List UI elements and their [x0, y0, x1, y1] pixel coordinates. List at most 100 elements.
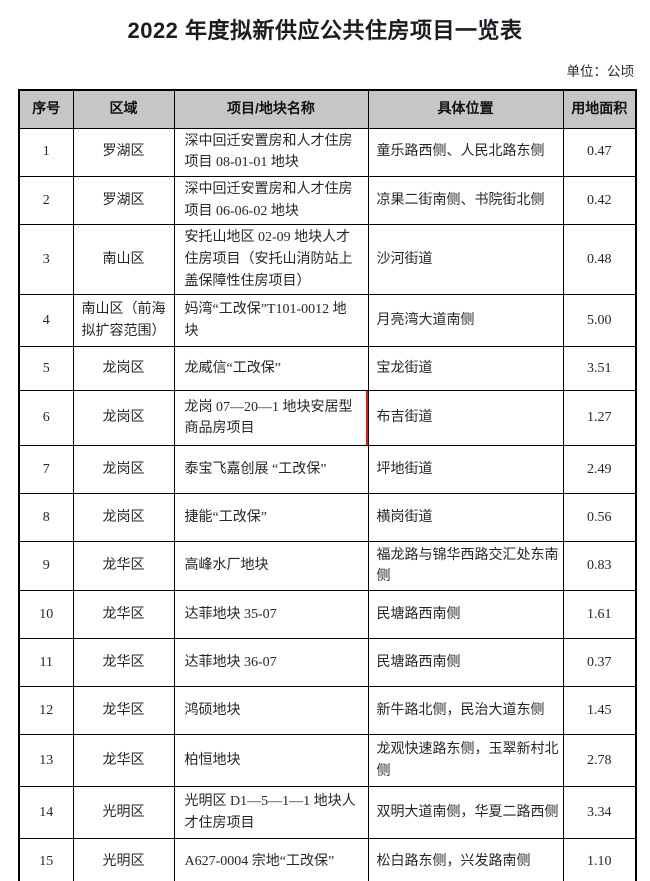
cell-district: 光明区 — [72, 838, 175, 881]
cell-district: 龙岗区 — [72, 390, 175, 447]
cell-project: 捷能“工改保” — [173, 493, 369, 543]
table-row: 4 南山区（前海拟扩容范围） 妈湾“工改保”T101-0012 地块 月亮湾大道… — [18, 294, 637, 348]
unit-label: 单位：公顷 — [566, 64, 635, 79]
cell-district: 罗湖区 — [72, 127, 175, 177]
header-no: 序号 — [18, 89, 74, 129]
header-location: 具体位置 — [367, 89, 564, 129]
cell-district: 龙华区 — [72, 638, 175, 688]
table-row-highlighted: 6 龙岗区 龙岗 07—20—1 地块安居型商品房项目 布吉街道 1.27 — [18, 390, 637, 447]
cell-area: 0.47 — [562, 127, 637, 177]
projects-table: 序号 区域 项目/地块名称 具体位置 用地面积 1 罗湖区 深中回迁安置房和人才… — [18, 89, 637, 881]
cell-location: 宝龙街道 — [367, 346, 564, 392]
cell-area: 1.10 — [562, 838, 637, 881]
header-row: 序号 区域 项目/地块名称 具体位置 用地面积 — [18, 89, 637, 129]
cell-no: 14 — [18, 786, 74, 840]
highlighted-project-text: 龙岗 07—20—1 地块安居型商品房项目 — [184, 399, 353, 437]
cell-location: 童乐路西侧、人民北路东侧 — [367, 127, 564, 177]
cell-area: 1.45 — [562, 686, 637, 736]
cell-project: 柏恒地块 — [173, 734, 369, 788]
cell-project: 深中回迁安置房和人才住房项目 06-06-02 地块 — [173, 175, 369, 226]
cell-project: 达菲地块 35-07 — [173, 590, 369, 640]
cell-district: 龙华区 — [72, 686, 175, 736]
cell-project: A627-0004 宗地“工改保” — [173, 838, 369, 881]
cell-location: 松白路东侧，兴发路南侧 — [367, 838, 564, 881]
cell-no: 11 — [18, 638, 74, 688]
table-row: 10 龙华区 达菲地块 35-07 民塘路西南侧 1.61 — [18, 590, 637, 640]
cell-district: 罗湖区 — [72, 175, 175, 226]
cell-no: 9 — [18, 541, 74, 592]
cell-area: 5.00 — [562, 294, 637, 348]
table-row: 11 龙华区 达菲地块 36-07 民塘路西南侧 0.37 — [18, 638, 637, 688]
cell-location: 新牛路北侧，民治大道东侧 — [367, 686, 564, 736]
cell-project: 深中回迁安置房和人才住房项目 08-01-01 地块 — [173, 127, 369, 177]
cell-location: 福龙路与锦华西路交汇处东南侧 — [367, 541, 564, 592]
cell-location: 双明大道南侧，华夏二路西侧 — [367, 786, 564, 840]
cell-no: 1 — [18, 127, 74, 177]
table-row: 8 龙岗区 捷能“工改保” 横岗街道 0.56 — [18, 493, 637, 543]
cell-location: 坪地街道 — [367, 445, 564, 495]
table-row: 7 龙岗区 泰宝飞嘉创展 “工改保” 坪地街道 2.49 — [18, 445, 637, 495]
header-district: 区域 — [72, 89, 175, 129]
cell-location: 月亮湾大道南侧 — [367, 294, 564, 348]
document-page: 2022 年度拟新供应公共住房项目一览表 单位：公顷 序号 区域 项目/地块名称… — [0, 13, 650, 881]
cell-no: 5 — [18, 346, 74, 392]
table-row: 1 罗湖区 深中回迁安置房和人才住房项目 08-01-01 地块 童乐路西侧、人… — [18, 127, 637, 177]
header-area: 用地面积 — [562, 89, 637, 129]
cell-project-highlighted: 龙岗 07—20—1 地块安居型商品房项目 — [173, 390, 369, 447]
cell-district: 龙岗区 — [72, 346, 175, 392]
cell-no: 3 — [18, 224, 74, 296]
cell-area: 0.37 — [562, 638, 637, 688]
table-row: 15 光明区 A627-0004 宗地“工改保” 松白路东侧，兴发路南侧 1.1… — [18, 838, 637, 881]
cell-no: 6 — [18, 390, 74, 447]
header-project: 项目/地块名称 — [173, 89, 369, 129]
cell-project: 妈湾“工改保”T101-0012 地块 — [173, 294, 369, 348]
cell-location: 民塘路西南侧 — [367, 590, 564, 640]
cell-area: 0.56 — [562, 493, 637, 543]
cell-district: 龙岗区 — [72, 445, 175, 495]
cell-district: 龙岗区 — [72, 493, 175, 543]
cell-project: 泰宝飞嘉创展 “工改保” — [173, 445, 369, 495]
table-row: 13 龙华区 柏恒地块 龙观快速路东侧，玉翠新村北侧 2.78 — [18, 734, 637, 788]
table-row: 12 龙华区 鸿硕地块 新牛路北侧，民治大道东侧 1.45 — [18, 686, 637, 736]
cell-area: 2.78 — [562, 734, 637, 788]
page-title: 2022 年度拟新供应公共住房项目一览表 — [127, 18, 523, 43]
cell-no: 2 — [18, 175, 74, 226]
cell-location: 布吉街道 — [367, 390, 564, 447]
table-row: 2 罗湖区 深中回迁安置房和人才住房项目 06-06-02 地块 凉果二街南侧、… — [18, 175, 637, 226]
cell-area: 1.27 — [562, 390, 637, 447]
cell-project: 高峰水厂地块 — [173, 541, 369, 592]
cell-location: 沙河街道 — [367, 224, 564, 296]
cell-project: 鸿硕地块 — [173, 686, 369, 736]
cell-no: 13 — [18, 734, 74, 788]
cell-area: 1.61 — [562, 590, 637, 640]
table-row: 14 光明区 光明区 D1—5—1—1 地块人才住房项目 双明大道南侧，华夏二路… — [18, 786, 637, 840]
cell-area: 3.51 — [562, 346, 637, 392]
table-row: 9 龙华区 高峰水厂地块 福龙路与锦华西路交汇处东南侧 0.83 — [18, 541, 637, 592]
cell-location: 横岗街道 — [367, 493, 564, 543]
cell-no: 8 — [18, 493, 74, 543]
cell-area: 2.49 — [562, 445, 637, 495]
cell-district: 南山区（前海拟扩容范围） — [72, 294, 175, 348]
cell-district: 龙华区 — [72, 590, 175, 640]
cell-area: 0.48 — [562, 224, 637, 296]
table-row: 5 龙岗区 龙威信“工改保” 宝龙街道 3.51 — [18, 346, 637, 392]
cell-district: 龙华区 — [72, 541, 175, 592]
cell-district: 光明区 — [72, 786, 175, 840]
cell-area: 3.34 — [562, 786, 637, 840]
cell-district: 龙华区 — [72, 734, 175, 788]
cell-project: 安托山地区 02-09 地块人才住房项目（安托山消防站上盖保障性住房项目） — [173, 224, 369, 296]
cell-location: 民塘路西南侧 — [367, 638, 564, 688]
cell-project: 光明区 D1—5—1—1 地块人才住房项目 — [173, 786, 369, 840]
cell-location: 凉果二街南侧、书院街北侧 — [367, 175, 564, 226]
cell-no: 7 — [18, 445, 74, 495]
cell-no: 12 — [18, 686, 74, 736]
cell-location: 龙观快速路东侧，玉翠新村北侧 — [367, 734, 564, 788]
cell-project: 达菲地块 36-07 — [173, 638, 369, 688]
cell-area: 0.42 — [562, 175, 637, 226]
cell-no: 15 — [18, 838, 74, 881]
cell-district: 南山区 — [72, 224, 175, 296]
cell-no: 10 — [18, 590, 74, 640]
cell-area: 0.83 — [562, 541, 637, 592]
table-row: 3 南山区 安托山地区 02-09 地块人才住房项目（安托山消防站上盖保障性住房… — [18, 224, 637, 296]
cell-no: 4 — [18, 294, 74, 348]
